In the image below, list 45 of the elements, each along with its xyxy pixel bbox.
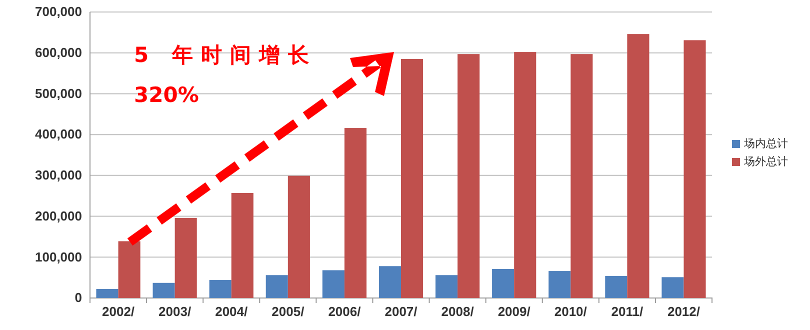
y-tick-label: 400,000 [35, 126, 82, 142]
bar [378, 266, 401, 298]
bar [662, 277, 684, 298]
x-tick-label: 2011/ [611, 304, 644, 320]
bar [174, 218, 197, 298]
annotation: 320% [134, 83, 199, 107]
x-tick-label: 2010/ [554, 304, 588, 320]
x-tick-label: 2003/ [158, 304, 192, 320]
bar [627, 34, 650, 298]
bar [344, 128, 367, 298]
bar [231, 192, 254, 298]
bar [322, 270, 344, 298]
bar [118, 241, 140, 298]
y-tick-label: 0 [74, 290, 82, 306]
x-tick-label: 2012/ [667, 304, 700, 320]
bar [152, 282, 175, 298]
bar [96, 289, 118, 298]
x-tick-label: 2006/ [328, 304, 362, 320]
bar [492, 268, 514, 298]
y-tick-label: 200,000 [35, 208, 82, 224]
y-tick-label: 100,000 [35, 249, 82, 264]
x-tick-label: 2002/ [102, 304, 135, 320]
bar [605, 276, 628, 298]
bar [684, 40, 706, 298]
y-tick-label: 600,000 [35, 45, 82, 60]
x-tick-label: 2004/ [215, 304, 248, 320]
legend-label: 场内总计 [743, 137, 788, 150]
y-tick-label: 700,000 [35, 4, 82, 20]
bar [435, 275, 458, 298]
y-tick-label: 500,000 [35, 86, 82, 101]
bar [209, 280, 232, 298]
bar [458, 54, 480, 298]
bar [570, 54, 593, 298]
y-tick-label: 300,000 [35, 168, 82, 183]
bar [288, 176, 310, 298]
x-tick-label: 2007/ [384, 304, 418, 320]
bar [514, 52, 536, 298]
bar [401, 58, 424, 298]
x-tick-label: 2009/ [498, 304, 531, 320]
bar [266, 275, 288, 298]
x-tick-label: 2005/ [272, 304, 305, 320]
x-tick-label: 2008/ [441, 304, 474, 320]
annotation: 5 年时间增长 [134, 43, 317, 67]
legend-label: 场外总计 [743, 155, 788, 168]
bar [548, 271, 571, 298]
